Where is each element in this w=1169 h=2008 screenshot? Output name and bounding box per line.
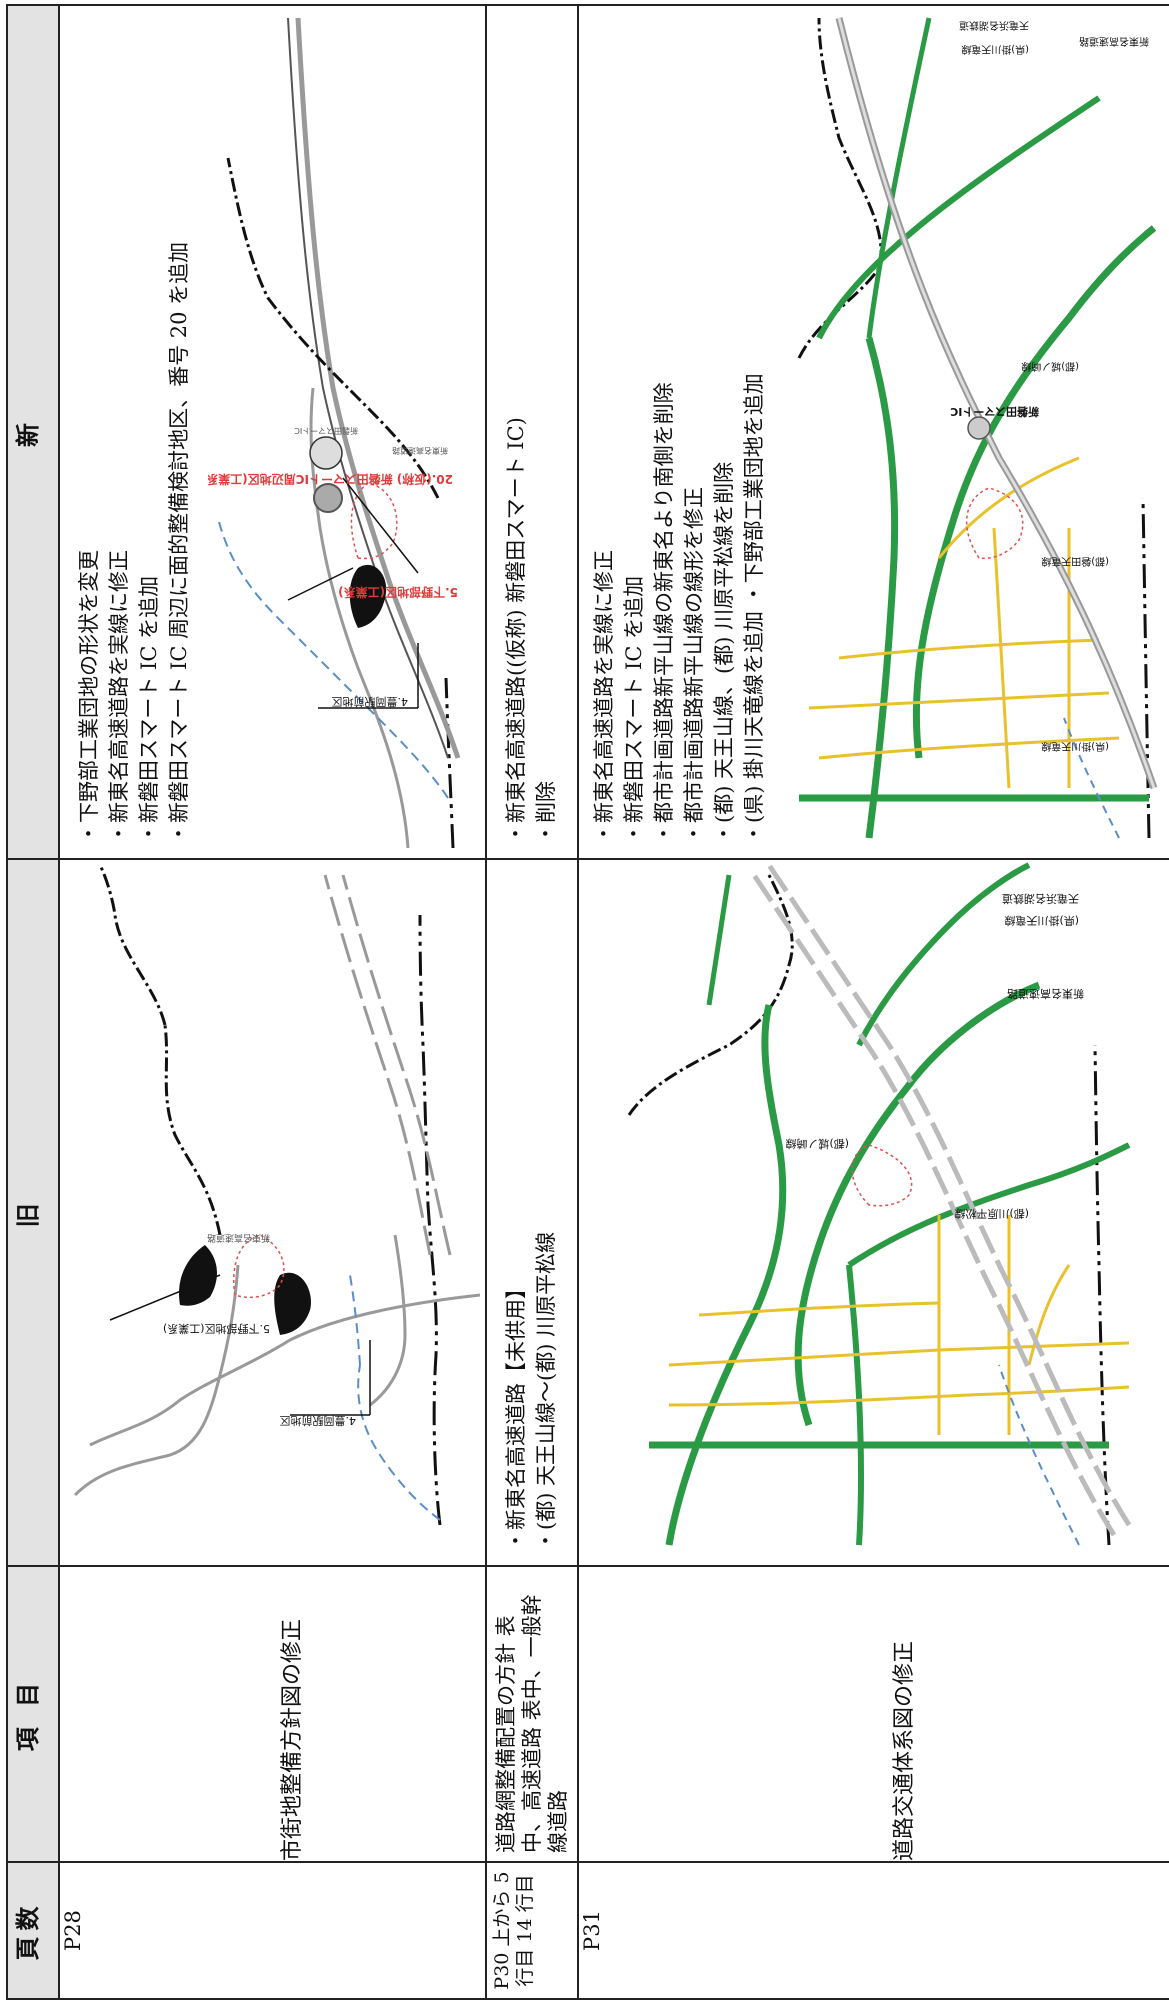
row1-item-text: 市街地整備方針図の修正 xyxy=(280,1618,305,1861)
row2-old-texts: ・新東名高速道路【未供用】 ・(都) 天王山線～(都) 川原平松線 xyxy=(487,860,575,1565)
row3-old-map-label-5: (都)城ノ崎線 xyxy=(785,1137,849,1151)
row3-new-text-4: ・都市計画道路新平山線の線形を修正 xyxy=(682,487,706,844)
row3-new-text-5: ・(都) 天王山線、(都) 川原平松線を削除 xyxy=(712,461,736,844)
row2-new-cell: ・新東名高速道路((仮称) 新磐田スマート IC) ・削除 xyxy=(486,5,578,859)
row3-old-map-label-4: (都)川原平松線 xyxy=(954,1207,1029,1221)
row3-page: P31 xyxy=(578,1862,1169,1999)
header-new: 新 xyxy=(7,5,59,859)
row1-new-text-2: ・新東名高速道路を実線に修正 xyxy=(107,550,131,844)
row1-old-map-label-3: 新東名高速道路 xyxy=(207,1232,270,1244)
row1-page: P28 xyxy=(59,1862,486,1999)
row3-old-map: 新東名高速道路 (県)掛川天竜線 天竜浜名湖鉄道 (都)川原平松線 (都)城ノ崎… xyxy=(579,860,1139,1565)
row3-new-text-2: ・新磐田スマート IC を追加 xyxy=(622,575,646,844)
row3-new-map-label-1: 新東名高速道路 xyxy=(1079,35,1149,48)
row1-new-map-label-2: 5.下野部地区(工業系) xyxy=(338,585,458,600)
row3-new-map-label-7: (都)磐田天竜線 xyxy=(1041,555,1109,568)
row1-new-text-4: ・新磐田スマート IC 周辺に面的整備検討地区、番号 20 を追加 xyxy=(167,241,191,844)
header-item: 項 目 xyxy=(7,1566,59,1862)
row3-old-cell: 新東名高速道路 (県)掛川天竜線 天竜浜名湖鉄道 (都)川原平松線 (都)城ノ崎… xyxy=(578,859,1169,1566)
row1-new-map: 4.豊岡駅前地区 5.下野部地区(工業系) 20.(仮称) 新磐田スマートIC周… xyxy=(208,6,463,858)
row3-new-map-label-5: (都)城ノ崎線 xyxy=(1021,360,1079,373)
row2-item: 道路網整備配置の方針 表中、高速道路 表中、一般幹線道路 xyxy=(486,1566,578,1862)
row3-new-map-label-4: 天竜浜名湖鉄道 xyxy=(959,19,1029,32)
row3-new-map: 新東名高速道路 新磐田スマートIC (県)掛川天竜線 天竜浜名湖鉄道 (都)城ノ… xyxy=(779,6,1159,858)
row1-old-map: 4.豊岡駅前地区 5.下野部地区(工業系) 新東名高速道路 xyxy=(60,860,483,1565)
row1-old-cell: 4.豊岡駅前地区 5.下野部地区(工業系) 新東名高速道路 xyxy=(59,859,486,1566)
header-old: 旧 xyxy=(7,859,59,1566)
row1-new-cell: ・下野部工業団地の形状を変更 ・新東名高速道路を実線に修正 ・新磐田スマート I… xyxy=(59,5,486,859)
row2-new-texts: ・新東名高速道路((仮称) 新磐田スマート IC) ・削除 xyxy=(487,6,575,858)
row1-old-map-label-2: 5.下野部地区(工業系) xyxy=(163,1322,270,1336)
row3-new-text-3: ・都市計画道路新平山線の新東名より南側を削除 xyxy=(652,382,676,844)
row3-old-map-label-3: 天竜浜名湖鉄道 xyxy=(1002,892,1079,906)
row1-new-map-label-4: 新東名高速道路 xyxy=(392,446,448,456)
revision-table: 頁数 項 目 旧 新 P28 市街地整備方針図の修正 xyxy=(6,4,1169,2000)
row2-page: P30 上から 5 行目 14 行目 xyxy=(486,1862,578,1999)
header-row: 頁数 項 目 旧 新 xyxy=(7,5,59,1999)
row3-new-map-label-2: 新磐田スマートIC xyxy=(950,405,1039,419)
row3-item: 道路交通体系図の修正 xyxy=(578,1566,1169,1862)
row2-new-text-2: ・削除 xyxy=(534,781,558,844)
row3-new-map-label-6: (県)掛川天竜線 xyxy=(1041,740,1109,753)
table-row: P31 道路交通体系図の修正 xyxy=(578,5,1169,1999)
row1-old-map-label-1: 4.豊岡駅前地区 xyxy=(280,1414,357,1428)
row2-old-cell: ・新東名高速道路【未供用】 ・(都) 天王山線～(都) 川原平松線 xyxy=(486,859,578,1566)
row3-new-cell: ・新東名高速道路を実線に修正 ・新磐田スマート IC を追加 ・都市計画道路新平… xyxy=(578,5,1169,859)
row2-old-text-1: ・新東名高速道路【未供用】 xyxy=(504,1278,528,1551)
row1-new-map-label-1: 4.豊岡駅前地区 xyxy=(332,695,409,709)
row1-new-map-label-3: 20.(仮称) 新磐田スマートIC周辺地区(工業系) xyxy=(208,472,453,487)
row1-new-map-label-5: 新磐田スマートIC xyxy=(294,426,358,436)
header-page: 頁数 xyxy=(7,1862,59,1999)
row3-new-text-1: ・新東名高速道路を実線に修正 xyxy=(592,550,616,844)
row1-item: 市街地整備方針図の修正 xyxy=(59,1566,486,1862)
row2-old-text-2: ・(都) 天王山線～(都) 川原平松線 xyxy=(534,1231,558,1551)
row3-new-texts: ・新東名高速道路を実線に修正 ・新磐田スマート IC を追加 ・都市計画道路新平… xyxy=(579,6,779,858)
table-row: P30 上から 5 行目 14 行目 道路網整備配置の方針 表中、高速道路 表中… xyxy=(486,5,578,1999)
row3-new-map-label-3: (県)掛川天竜線 xyxy=(961,43,1029,56)
row1-new-text-3: ・新磐田スマート IC を追加 xyxy=(137,575,161,844)
row3-old-map-label-1: 新東名高速道路 xyxy=(1007,987,1084,1001)
row1-new-text-1: ・下野部工業団地の形状を変更 xyxy=(77,550,101,844)
row2-new-text-1: ・新東名高速道路((仮称) 新磐田スマート IC) xyxy=(504,417,528,844)
row3-new-text-6: ・(県) 掛川天竜線を追加 ・下野部工業団地を追加 xyxy=(742,373,766,844)
row3-item-text: 道路交通体系図の修正 xyxy=(891,1640,917,1861)
row3-old-map-label-2: (県)掛川天竜線 xyxy=(1004,914,1079,928)
table-row: P28 市街地整備方針図の修正 xyxy=(59,5,486,1999)
row1-new-texts: ・下野部工業団地の形状を変更 ・新東名高速道路を実線に修正 ・新磐田スマート I… xyxy=(60,6,208,858)
